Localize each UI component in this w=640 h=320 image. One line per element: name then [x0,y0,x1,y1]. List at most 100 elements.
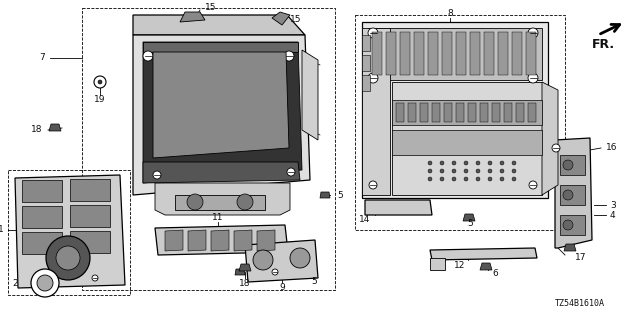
Polygon shape [211,230,229,251]
Bar [355,15,565,230]
Polygon shape [414,32,424,75]
Polygon shape [408,103,416,122]
Polygon shape [143,42,302,183]
Text: 1: 1 [0,226,4,235]
Polygon shape [70,231,110,253]
Circle shape [512,177,516,181]
Polygon shape [153,52,289,158]
Text: 19: 19 [94,95,106,105]
Polygon shape [362,35,370,51]
Circle shape [500,161,504,165]
Circle shape [272,269,278,275]
Text: 8: 8 [447,10,453,19]
Polygon shape [143,42,298,52]
Circle shape [290,248,310,268]
Circle shape [428,177,432,181]
Polygon shape [516,103,524,122]
Polygon shape [365,200,432,215]
Polygon shape [239,264,251,271]
Polygon shape [542,82,558,195]
Circle shape [368,28,378,38]
Circle shape [512,161,516,165]
Polygon shape [362,28,390,195]
Circle shape [476,169,480,173]
Circle shape [187,194,203,210]
Circle shape [143,51,153,61]
Polygon shape [70,179,110,201]
Circle shape [440,177,444,181]
Text: 9: 9 [279,283,285,292]
Polygon shape [143,162,300,183]
Circle shape [428,161,432,165]
Polygon shape [468,103,476,122]
Text: 15: 15 [290,15,301,25]
Bar [8,170,130,295]
Circle shape [284,51,294,61]
Circle shape [464,161,468,165]
Polygon shape [392,130,542,155]
Circle shape [500,177,504,181]
Text: 18: 18 [239,278,251,287]
Polygon shape [428,32,438,75]
Text: 3: 3 [610,201,616,210]
Polygon shape [555,138,592,248]
Circle shape [56,246,80,270]
Circle shape [253,250,273,270]
Polygon shape [400,32,410,75]
Text: TZ54B1610A: TZ54B1610A [555,299,605,308]
Circle shape [37,275,53,291]
Polygon shape [480,263,492,270]
Circle shape [46,236,90,280]
Polygon shape [463,214,475,221]
Text: 6: 6 [492,269,498,278]
Circle shape [31,269,59,297]
Polygon shape [430,258,445,270]
Polygon shape [133,15,305,35]
Text: FR.: FR. [592,38,615,51]
Circle shape [237,194,253,210]
Text: 17: 17 [575,253,586,262]
Circle shape [488,161,492,165]
Polygon shape [235,269,245,275]
Text: 18: 18 [31,125,42,134]
Text: 5: 5 [337,190,343,199]
Circle shape [369,181,377,189]
Polygon shape [560,185,585,205]
Polygon shape [257,230,275,251]
Text: 15: 15 [205,4,216,12]
Polygon shape [492,103,500,122]
Polygon shape [302,50,318,140]
Circle shape [452,161,456,165]
Circle shape [94,76,106,88]
Text: 7: 7 [39,53,45,62]
Circle shape [153,171,161,179]
Polygon shape [22,180,62,202]
Polygon shape [456,103,464,122]
Circle shape [488,169,492,173]
Polygon shape [188,230,206,251]
Circle shape [552,144,560,152]
Circle shape [440,169,444,173]
Polygon shape [133,35,310,195]
Polygon shape [430,248,537,260]
Circle shape [464,169,468,173]
Polygon shape [362,75,370,91]
Circle shape [368,73,378,83]
Circle shape [464,177,468,181]
Text: 5: 5 [311,277,317,286]
Polygon shape [234,230,252,251]
Polygon shape [386,32,396,75]
Polygon shape [444,103,452,122]
Polygon shape [245,240,318,282]
Polygon shape [70,205,110,227]
Circle shape [528,73,538,83]
Circle shape [428,169,432,173]
Polygon shape [155,183,290,215]
Polygon shape [432,103,440,122]
Circle shape [476,161,480,165]
Polygon shape [560,215,585,235]
Circle shape [452,169,456,173]
Polygon shape [526,32,536,75]
Text: 16: 16 [606,143,618,153]
Polygon shape [470,32,480,75]
